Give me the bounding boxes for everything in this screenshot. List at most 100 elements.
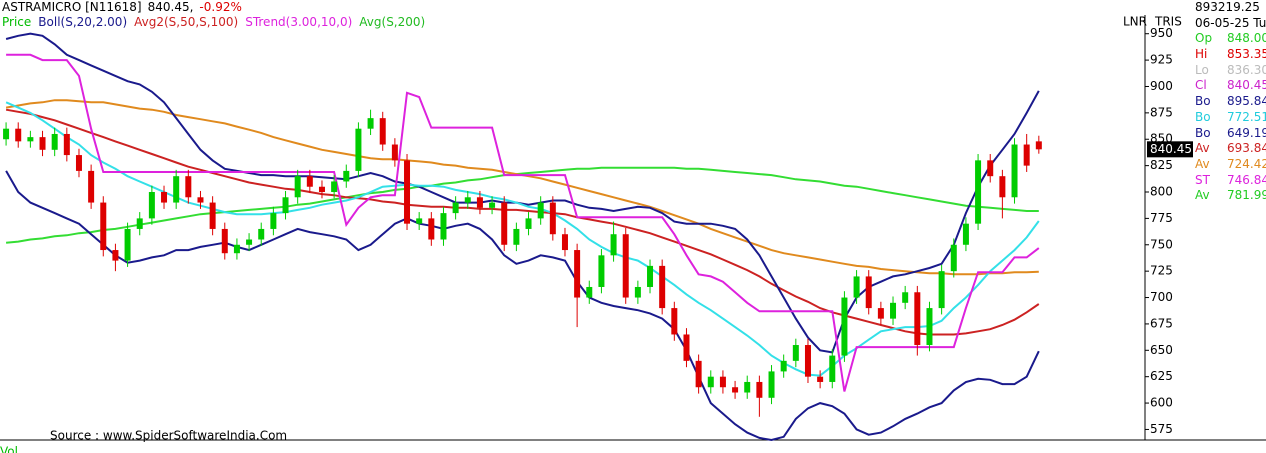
info-value: 840.45 <box>1227 78 1266 93</box>
candle-body <box>331 181 338 193</box>
candle-body <box>404 160 411 224</box>
candle-body <box>3 128 10 140</box>
legend-item: Boll(S,20,2.00) <box>38 15 128 29</box>
symbol: ASTRAMICRO [N11618] <box>2 0 142 14</box>
y-tick-label: 875 <box>1150 105 1173 119</box>
header: ASTRAMICRO [N11618] 840.45, -0.92% <box>2 0 248 14</box>
legend-item: Price <box>2 15 32 29</box>
candle-body <box>865 276 872 309</box>
info-row: Op 848.00 <box>1195 31 1266 47</box>
candle-body <box>452 202 459 214</box>
info-label: Av <box>1195 188 1210 203</box>
candle-body <box>525 218 532 229</box>
indicator-line <box>5 108 1040 336</box>
candle-body <box>209 202 216 229</box>
info-row: Lo 836.30 <box>1195 63 1266 79</box>
candle-body <box>513 228 520 245</box>
info-label: Op <box>1195 31 1213 46</box>
candle-body <box>428 218 435 240</box>
candle-body <box>598 255 605 287</box>
candle-body <box>391 144 398 161</box>
info-row: Bo 772.51 <box>1195 110 1266 126</box>
info-row: ST 746.84 <box>1195 173 1266 189</box>
candle-body <box>671 308 678 335</box>
candle-body <box>537 202 544 219</box>
price: 840.45, <box>147 0 194 14</box>
y-tick-label: 900 <box>1150 79 1173 93</box>
info-label: Lo <box>1195 62 1209 77</box>
y-tick-label: 775 <box>1150 211 1173 225</box>
candle-body <box>51 133 58 150</box>
info-value: 649.19 <box>1227 125 1266 140</box>
candle-body <box>549 202 556 235</box>
info-row: Av 781.99 <box>1195 188 1266 204</box>
info-label: Hi <box>1195 47 1208 62</box>
y-tick-label: 950 <box>1150 26 1173 40</box>
info-label: Bo <box>1195 125 1211 140</box>
candle-body <box>574 250 581 298</box>
volume-label: Vol <box>0 445 18 453</box>
candle-body <box>75 155 82 171</box>
candle-body <box>185 176 192 198</box>
y-tick-label: 725 <box>1150 264 1173 278</box>
candle-body <box>416 218 423 224</box>
info-value: 781.99 <box>1227 188 1266 203</box>
candle-body <box>768 371 775 398</box>
candle-body <box>355 128 362 171</box>
candle-body <box>659 265 666 309</box>
candle-body <box>707 376 714 388</box>
candle-body <box>343 170 350 182</box>
candle-body <box>136 218 143 229</box>
info-row: Bo 895.84 <box>1195 94 1266 110</box>
candle-body <box>622 234 629 298</box>
info-label: ST <box>1195 172 1210 187</box>
candle-body <box>282 197 289 214</box>
indicator-line <box>5 99 1039 276</box>
info-label: Av <box>1195 141 1210 156</box>
candle-body <box>890 302 897 319</box>
date: 06-05-25 Tu <box>1195 15 1266 30</box>
candle-body <box>732 387 739 393</box>
info-row: Av 693.84 <box>1195 141 1266 157</box>
candle-body <box>586 286 593 298</box>
candle-body <box>294 176 301 198</box>
candle-body <box>501 202 508 245</box>
candle-body <box>27 137 34 142</box>
candle-body <box>1023 144 1030 166</box>
candle-body <box>926 308 933 346</box>
price-marker-box <box>1147 141 1193 158</box>
info-label: Av <box>1195 156 1210 171</box>
info-value: 836.30 <box>1227 62 1266 77</box>
y-tick-label: 625 <box>1150 369 1173 383</box>
info-label: Cl <box>1195 78 1207 93</box>
y-tick-label: 700 <box>1150 290 1173 304</box>
candle-body <box>975 160 982 224</box>
change: -0.92% <box>199 0 242 14</box>
candle-body <box>100 202 107 251</box>
candle-body <box>561 234 568 251</box>
candle-body <box>610 234 617 256</box>
candle-body <box>112 250 119 261</box>
candle-body <box>744 381 751 393</box>
volume: 893219.25 <box>1195 0 1260 14</box>
candle-body <box>440 213 447 240</box>
candle-body <box>902 292 909 303</box>
info-row: Av 724.42 <box>1195 157 1266 173</box>
candle-body <box>695 360 702 388</box>
info-value: 693.84 <box>1227 141 1266 156</box>
candle-body <box>829 355 836 382</box>
indicator-line <box>6 166 1039 244</box>
source: Source : www.SpiderSoftwareIndia.Com <box>50 429 287 443</box>
info-value: 772.51 <box>1227 109 1266 124</box>
y-tick-label: 925 <box>1150 53 1173 67</box>
info-value: 895.84 <box>1227 94 1266 109</box>
y-tick-label: 650 <box>1150 343 1173 357</box>
candle-body <box>999 176 1006 198</box>
axis-label: LNR <box>1123 15 1147 29</box>
candle-body <box>88 170 95 203</box>
info-panel: 893219.25 06-05-25 Tu Op 848.00 Hi 853.35 Lo… <box>1195 0 1266 204</box>
legend-item: STrend(3.00,10,0) <box>245 15 353 29</box>
candle-body <box>15 128 22 142</box>
